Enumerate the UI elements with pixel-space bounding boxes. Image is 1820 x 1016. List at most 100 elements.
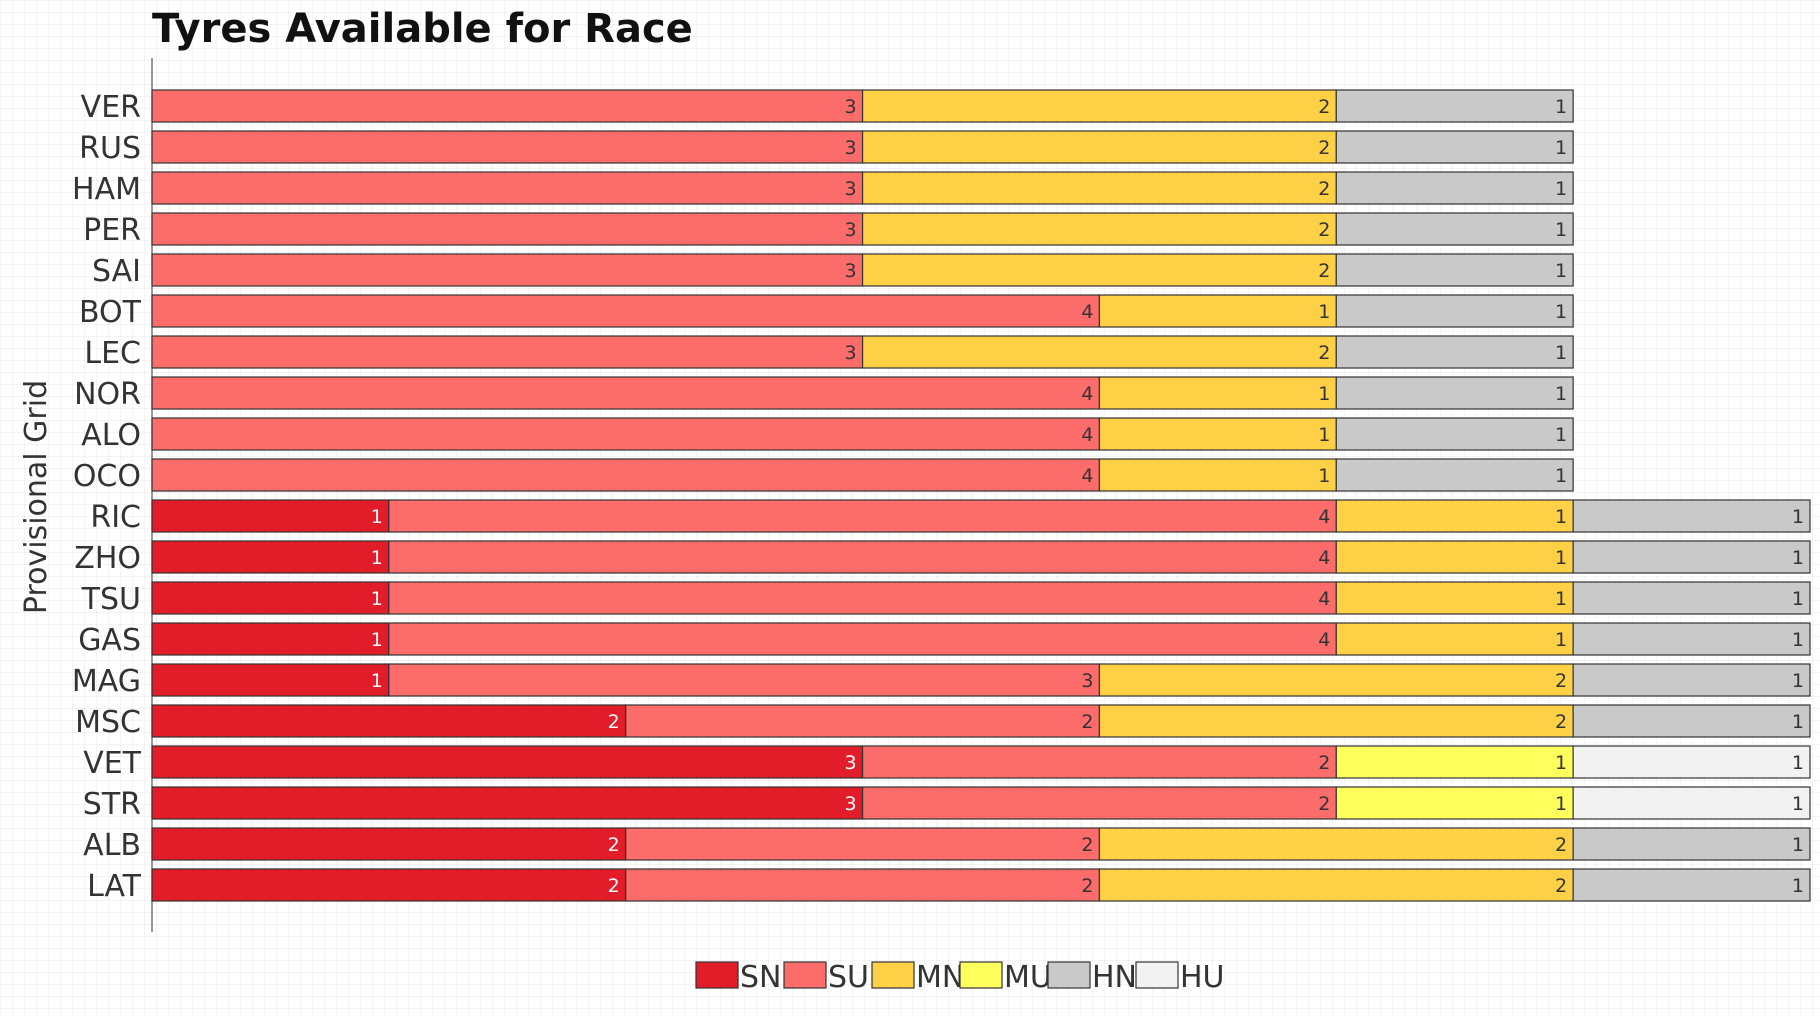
bar-ham-mn [861, 171, 1337, 205]
bar-label-mag-hn: 1 [1792, 670, 1804, 692]
bar-label-gas-su: 4 [1318, 629, 1330, 651]
bar-str-hu [1572, 786, 1811, 820]
bar-label-gas-sn: 1 [371, 629, 383, 651]
bar-gas-su [388, 622, 1337, 656]
bar-alo-su [151, 417, 1101, 451]
legend-label-hu: HU [1180, 960, 1225, 995]
bar-label-bot-hn: 1 [1555, 301, 1567, 323]
bar-label-alo-su: 4 [1081, 424, 1093, 446]
bar-label-alb-su: 2 [1081, 834, 1093, 856]
bar-label-rus-hn: 1 [1555, 137, 1567, 159]
bar-label-sai-hn: 1 [1555, 260, 1567, 282]
legend-label-mu: MU [1004, 960, 1052, 995]
bar-label-vet-su: 2 [1318, 752, 1330, 774]
bar-lat-su [625, 868, 1101, 902]
bars-group: 3 2 1 3 2 1 3 2 1 3 2 1 3 2 1 4 1 1 3 2 1 4 1 1 4 1 1 4 1 1 1 4 1 1 1 4 1 1 1 4… [151, 89, 1811, 902]
bar-ham-hn [1335, 171, 1574, 205]
bar-label-rus-su: 3 [844, 137, 856, 159]
y-tick-lec: LEC [84, 336, 141, 371]
bar-ric-hn [1572, 499, 1811, 533]
bar-sai-hn [1335, 253, 1574, 287]
bar-gas-mn [1335, 622, 1574, 656]
bar-zho-sn [151, 540, 390, 574]
bar-mag-sn [151, 663, 390, 697]
y-tick-zho: ZHO [74, 541, 141, 576]
legend-swatch-su [783, 961, 827, 989]
bar-per-su [151, 212, 864, 246]
bar-label-nor-mn: 1 [1318, 383, 1330, 405]
y-tick-bot: BOT [79, 295, 142, 330]
bar-oco-hn [1335, 458, 1574, 492]
y-tick-str: STR [83, 787, 141, 822]
bar-vet-mu [1335, 745, 1574, 779]
bar-label-vet-hu: 1 [1792, 752, 1804, 774]
bar-label-zho-su: 4 [1318, 547, 1330, 569]
bar-label-str-su: 2 [1318, 793, 1330, 815]
bar-ric-mn [1335, 499, 1574, 533]
legend-label-mn: MN [916, 960, 964, 995]
bar-label-per-hn: 1 [1555, 219, 1567, 241]
bar-nor-hn [1335, 376, 1574, 410]
bar-label-lat-su: 2 [1081, 875, 1093, 897]
bar-label-mag-sn: 1 [371, 670, 383, 692]
bar-label-per-mn: 2 [1318, 219, 1330, 241]
bar-label-alo-mn: 1 [1318, 424, 1330, 446]
bar-label-zho-hn: 1 [1792, 547, 1804, 569]
bar-label-alb-sn: 2 [608, 834, 620, 856]
bar-alb-su [625, 827, 1101, 861]
y-axis-label: Provisional Grid [19, 380, 54, 614]
bar-alo-mn [1098, 417, 1337, 451]
bar-label-msc-sn: 2 [608, 711, 620, 733]
y-tick-sai: SAI [92, 254, 141, 289]
bar-lat-mn [1098, 868, 1574, 902]
y-tick-gas: GAS [78, 623, 141, 658]
bar-label-tsu-su: 4 [1318, 588, 1330, 610]
bar-label-per-su: 3 [844, 219, 856, 241]
bar-zho-mn [1335, 540, 1574, 574]
bar-bot-su [151, 294, 1101, 328]
bar-label-msc-mn: 2 [1555, 711, 1567, 733]
y-tick-ric: RIC [90, 500, 141, 535]
bar-sai-mn [861, 253, 1337, 287]
y-tick-mag: MAG [72, 664, 141, 699]
legend-swatch-mn [871, 961, 915, 989]
bar-lat-sn [151, 868, 627, 902]
bar-label-ric-su: 4 [1318, 506, 1330, 528]
bar-lec-su [151, 335, 864, 369]
bar-vet-sn [151, 745, 864, 779]
legend-label-hn: HN [1092, 960, 1137, 995]
legend-label-sn: SN [740, 960, 781, 995]
bar-ham-su [151, 171, 864, 205]
bar-zho-hn [1572, 540, 1811, 574]
bar-sai-su [151, 253, 864, 287]
bar-label-sai-su: 3 [844, 260, 856, 282]
bar-label-ver-su: 3 [844, 96, 856, 118]
bar-alo-hn [1335, 417, 1574, 451]
bar-label-oco-su: 4 [1081, 465, 1093, 487]
bar-label-rus-mn: 2 [1318, 137, 1330, 159]
bar-rus-su [151, 130, 864, 164]
bar-msc-mn [1098, 704, 1574, 738]
bar-label-lec-hn: 1 [1555, 342, 1567, 364]
y-tick-msc: MSC [75, 705, 141, 740]
bar-label-zho-mn: 1 [1555, 547, 1567, 569]
bar-zho-su [388, 540, 1337, 574]
bar-tsu-sn [151, 581, 390, 615]
bar-label-mag-su: 3 [1081, 670, 1093, 692]
y-tick-nor: NOR [74, 377, 141, 412]
bar-label-ver-mn: 2 [1318, 96, 1330, 118]
bar-tsu-hn [1572, 581, 1811, 615]
bar-label-ham-su: 3 [844, 178, 856, 200]
bar-label-ric-sn: 1 [371, 506, 383, 528]
bar-alb-hn [1572, 827, 1811, 861]
bar-oco-mn [1098, 458, 1337, 492]
bar-alb-mn [1098, 827, 1574, 861]
bar-label-lat-mn: 2 [1555, 875, 1567, 897]
bar-lec-hn [1335, 335, 1574, 369]
y-tick-labels: VER RUS HAM PER SAI BOT LEC NOR ALO OCO RIC ZHO TSU G… [72, 90, 142, 904]
bar-str-su [861, 786, 1337, 820]
legend-swatch-mu [959, 961, 1003, 989]
bar-bot-mn [1098, 294, 1337, 328]
bar-tsu-su [388, 581, 1337, 615]
